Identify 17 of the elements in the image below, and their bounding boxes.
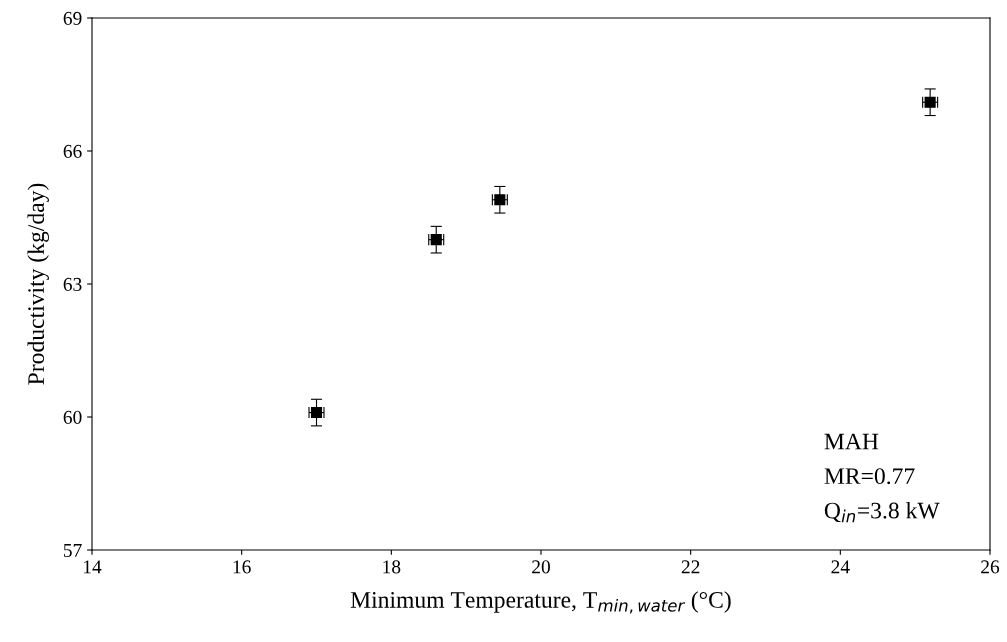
x-tick-label: 22 xyxy=(681,560,700,574)
x-tick-label: 20 xyxy=(532,560,550,574)
y-tick-label: 60 xyxy=(63,410,82,424)
annotation: Q$_{in}$=3.8 kW xyxy=(824,501,940,523)
annotation: MAH xyxy=(824,433,879,450)
x-tick-label: 26 xyxy=(981,560,1000,574)
y-tick-label: 63 xyxy=(63,277,82,291)
y-axis-title: Productivity (kg/day) xyxy=(27,183,49,385)
x-axis-title: Minimum Temperature, T$_{min,water}$ (°C) xyxy=(350,591,731,614)
x-tick-label: 18 xyxy=(383,560,401,574)
y-tick-label: 57 xyxy=(63,544,82,557)
y-tick-label: 69 xyxy=(63,11,82,25)
x-tick-label: 24 xyxy=(831,560,850,574)
annotation: MR=0.77 xyxy=(824,468,915,485)
y-tick-label: 66 xyxy=(63,144,82,158)
x-tick-label: 16 xyxy=(233,560,251,574)
x-tick-label: 14 xyxy=(83,560,102,574)
